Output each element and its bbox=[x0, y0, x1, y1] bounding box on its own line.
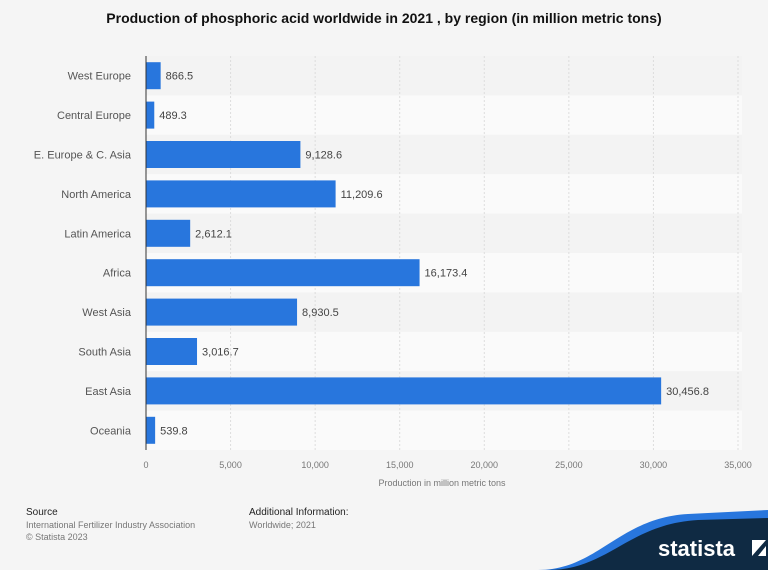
x-axis-label: Production in million metric tons bbox=[378, 478, 506, 488]
tick-label: 25,000 bbox=[555, 460, 583, 470]
data-label: 16,173.4 bbox=[425, 268, 468, 280]
category-label: East Asia bbox=[85, 386, 132, 398]
bar bbox=[146, 298, 298, 326]
row-band bbox=[146, 331, 742, 372]
bar bbox=[146, 62, 161, 90]
tick-label: 15,000 bbox=[386, 460, 414, 470]
bar bbox=[146, 180, 336, 208]
additional-text: Worldwide; 2021 bbox=[249, 520, 316, 530]
bar bbox=[146, 259, 420, 287]
row-band bbox=[146, 213, 742, 253]
data-label: 2,612.1 bbox=[195, 228, 232, 240]
data-label: 539.8 bbox=[160, 425, 188, 437]
bar bbox=[146, 416, 156, 444]
category-label: North America bbox=[61, 189, 132, 201]
data-label: 3,016.7 bbox=[202, 347, 239, 359]
category-label: West Europe bbox=[68, 71, 131, 83]
data-label: 9,128.6 bbox=[305, 150, 342, 162]
data-label: 866.5 bbox=[166, 71, 194, 83]
row-band bbox=[146, 95, 742, 135]
data-label: 8,930.5 bbox=[302, 307, 339, 319]
bar bbox=[146, 377, 662, 405]
tick-label: 35,000 bbox=[724, 460, 752, 470]
bar bbox=[146, 141, 301, 168]
bar-chart: 0 5,000 10,000 15,000 20,000 25,000 30,000 35,0… bbox=[34, 56, 752, 488]
category-label: West Asia bbox=[82, 307, 132, 319]
category-label: Latin America bbox=[64, 228, 132, 240]
bar bbox=[146, 219, 191, 247]
tick-label: 30,000 bbox=[640, 460, 668, 470]
chart-title: Production of phosphoric acid worldwide … bbox=[106, 10, 662, 26]
source-block: Source International Fertilizer Industry… bbox=[26, 506, 195, 543]
tick-label: 10,000 bbox=[301, 460, 329, 470]
category-label: Central Europe bbox=[57, 110, 131, 122]
row-band bbox=[146, 410, 742, 450]
source-text[interactable]: International Fertilizer Industry Associ… bbox=[26, 520, 196, 530]
bar bbox=[146, 101, 155, 129]
data-label: 30,456.8 bbox=[666, 386, 709, 398]
category-label: E. Europe & C. Asia bbox=[34, 150, 132, 162]
category-label: Oceania bbox=[90, 425, 132, 437]
tick-label: 20,000 bbox=[471, 460, 499, 470]
source-heading: Source bbox=[26, 507, 58, 518]
tick-label: 5,000 bbox=[219, 460, 242, 470]
data-label: 489.3 bbox=[159, 110, 187, 122]
tick-label: 0 bbox=[143, 460, 148, 470]
statista-logo[interactable]: statista bbox=[538, 510, 768, 570]
data-label: 11,209.6 bbox=[341, 189, 383, 201]
category-label: Africa bbox=[103, 268, 132, 280]
bar bbox=[146, 338, 198, 365]
additional-heading: Additional Information: bbox=[249, 507, 349, 518]
row-band bbox=[146, 56, 742, 96]
additional-info-block: Additional Information: Worldwide; 2021 bbox=[249, 506, 349, 531]
logo-text: statista bbox=[658, 536, 736, 561]
copyright: © Statista 2023 bbox=[26, 532, 88, 542]
category-label: South Asia bbox=[78, 347, 131, 359]
